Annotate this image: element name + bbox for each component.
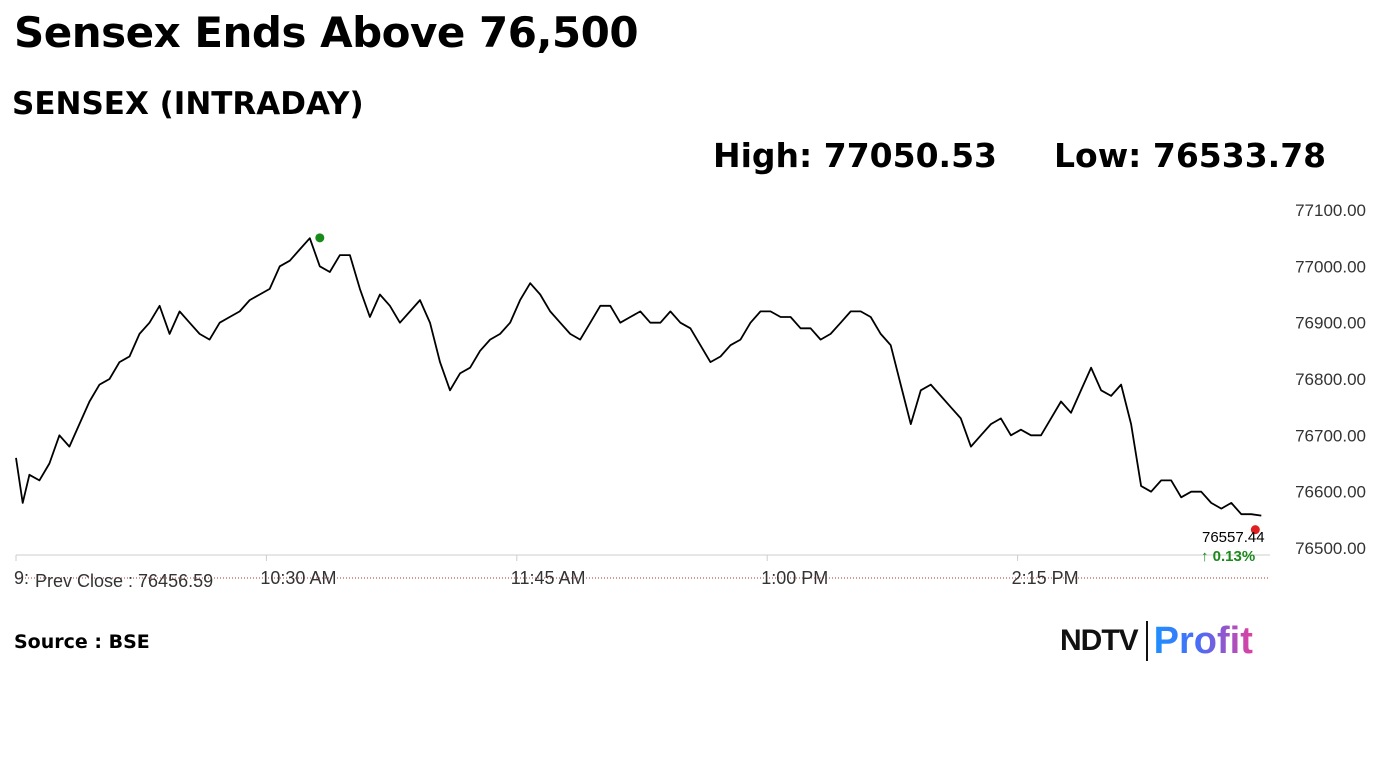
x-tick-label: 1:00 PM xyxy=(761,568,828,588)
x-tick-label: 9: xyxy=(14,568,29,588)
logo-divider xyxy=(1145,621,1148,661)
last-point-marker xyxy=(1250,525,1260,535)
ndtv-profit-logo: NDTV Profit xyxy=(1060,618,1253,664)
y-tick-label: 76900.00 xyxy=(1295,314,1366,333)
y-tick-label: 76600.00 xyxy=(1295,483,1366,502)
high-label: High: 77050.53 xyxy=(713,136,997,175)
x-axis-ticks: 9: 10:30 AM 11:45 AM 1:00 PM 2:15 PM xyxy=(14,555,1079,588)
x-tick-label: 10:30 AM xyxy=(260,568,336,588)
y-tick-label: 77100.00 xyxy=(1295,201,1366,220)
change-label: ↑ 0.13% xyxy=(1201,548,1255,565)
logo-ndtv-text: NDTV xyxy=(1060,624,1139,657)
y-tick-label: 76800.00 xyxy=(1295,370,1366,389)
series-line-sensex xyxy=(15,237,1262,517)
y-tick-label: 76700.00 xyxy=(1295,426,1366,445)
y-axis-ticks: 77100.00 77000.00 76900.00 76800.00 76700.00… xyxy=(1295,201,1366,558)
y-tick-label: 76500.00 xyxy=(1295,539,1366,558)
x-tick-label: 11:45 AM xyxy=(511,568,586,588)
source-label: Source : BSE xyxy=(14,631,150,653)
x-tick-label: 2:15 PM xyxy=(1012,568,1079,588)
low-label: Low: 76533.78 xyxy=(1054,136,1327,175)
logo-profit-text: Profit xyxy=(1153,619,1253,662)
prev-close-label: Prev Close : 76456.59 xyxy=(35,571,213,591)
last-value-label: 76557.44 xyxy=(1202,529,1265,546)
y-tick-label: 77000.00 xyxy=(1295,257,1366,276)
chart-title: Sensex Ends Above 76,500 xyxy=(14,8,639,57)
chart-subtitle: SENSEX (INTRADAY) xyxy=(12,86,364,122)
high-point-marker xyxy=(315,233,325,243)
